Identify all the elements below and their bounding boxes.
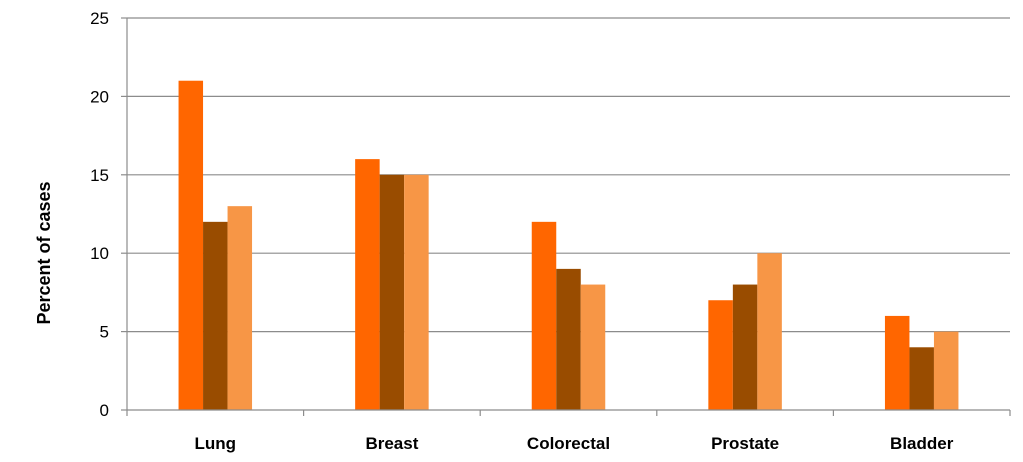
bar-prostate-series-2 — [732, 284, 758, 410]
bar-breast-series-2 — [379, 174, 405, 410]
y-tick-label: 20 — [90, 87, 109, 106]
bar-colorectal-series-3 — [580, 284, 606, 410]
bar-prostate-series-1 — [708, 300, 733, 410]
bar-bladder-series-3 — [933, 331, 959, 410]
bar-bladder-series-1 — [884, 315, 910, 410]
y-tick-label: 25 — [90, 9, 109, 28]
bar-breast-series-1 — [355, 159, 380, 410]
bar-colorectal-series-1 — [531, 221, 557, 410]
bar-lung-series-2 — [203, 221, 228, 410]
x-category-label: Lung — [195, 434, 237, 453]
x-category-label: Bladder — [890, 434, 954, 453]
labels: 0 5 10 15 20 25 Lung Breast Colorectal Prostate Bl… — [90, 9, 954, 453]
x-category-label: Prostate — [711, 434, 779, 453]
y-axis-title: Percent of cases — [34, 181, 54, 324]
bars — [178, 80, 959, 410]
y-tick-label: 15 — [90, 166, 109, 185]
bar-bladder-series-2 — [909, 347, 934, 410]
axes — [121, 17, 1011, 416]
bar-lung-series-1 — [178, 80, 204, 410]
y-tick-label: 5 — [100, 323, 109, 342]
gridlines — [127, 17, 1010, 333]
x-category-label: Breast — [365, 434, 418, 453]
y-tick-label: 10 — [90, 244, 109, 263]
bar-prostate-series-3 — [757, 253, 782, 410]
bar-lung-series-3 — [227, 206, 253, 410]
y-tick-label: 0 — [100, 401, 109, 420]
x-category-label: Colorectal — [527, 434, 610, 453]
bar-breast-series-3 — [404, 174, 429, 410]
bar-colorectal-series-2 — [556, 268, 581, 410]
